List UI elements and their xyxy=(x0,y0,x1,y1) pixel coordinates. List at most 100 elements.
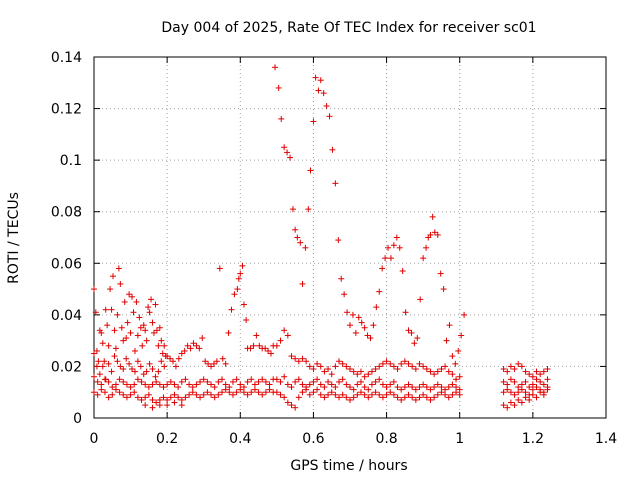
data-point xyxy=(445,368,452,375)
data-point xyxy=(266,386,273,393)
data-point xyxy=(153,399,160,406)
data-point xyxy=(434,368,441,375)
data-point xyxy=(197,394,204,401)
data-point xyxy=(383,384,390,391)
data-point xyxy=(138,378,145,385)
data-point xyxy=(511,391,518,398)
data-point xyxy=(244,378,251,385)
data-point xyxy=(332,363,339,370)
data-point xyxy=(376,288,383,295)
data-point xyxy=(299,389,306,396)
data-point xyxy=(409,384,416,391)
data-point xyxy=(446,322,453,329)
data-point xyxy=(131,389,138,396)
data-point xyxy=(343,363,350,370)
data-point xyxy=(314,376,321,383)
data-point xyxy=(320,90,327,97)
data-point xyxy=(219,389,225,396)
data-point xyxy=(417,296,424,303)
data-point xyxy=(101,376,108,383)
y-tick-label: 0.14 xyxy=(51,50,82,66)
data-point xyxy=(243,317,250,324)
data-point xyxy=(372,366,379,373)
data-point xyxy=(504,381,511,388)
data-point xyxy=(142,402,149,409)
data-point xyxy=(213,358,220,365)
data-point xyxy=(438,366,445,373)
data-point xyxy=(152,373,159,380)
data-point xyxy=(94,378,101,385)
data-point xyxy=(160,394,167,401)
data-point xyxy=(440,286,447,293)
data-point xyxy=(171,399,178,406)
data-point xyxy=(438,389,445,396)
data-point xyxy=(526,371,533,378)
data-point xyxy=(396,244,403,251)
data-point xyxy=(190,340,197,347)
data-point xyxy=(186,381,193,388)
data-point xyxy=(533,376,540,383)
data-point xyxy=(373,304,380,311)
data-point xyxy=(294,234,301,241)
data-point xyxy=(349,311,356,318)
data-point xyxy=(110,273,117,280)
data-point xyxy=(94,391,101,398)
data-point xyxy=(277,378,284,385)
data-point xyxy=(292,378,299,385)
data-point xyxy=(123,381,130,388)
data-point xyxy=(123,394,130,401)
data-point xyxy=(248,389,255,396)
data-point xyxy=(120,391,127,398)
data-point xyxy=(515,384,522,391)
data-point xyxy=(394,366,401,373)
data-point xyxy=(131,368,138,375)
data-point xyxy=(237,381,244,388)
data-point xyxy=(129,293,136,300)
data-point xyxy=(92,309,99,316)
data-point xyxy=(335,237,342,244)
data-point xyxy=(449,381,456,388)
data-point xyxy=(423,394,430,401)
data-point xyxy=(219,355,226,362)
data-point xyxy=(376,376,383,383)
data-point xyxy=(361,373,368,380)
data-point xyxy=(299,280,306,287)
data-point xyxy=(255,389,262,396)
data-point xyxy=(325,391,332,398)
data-point xyxy=(336,394,343,401)
data-point xyxy=(390,391,397,398)
data-point xyxy=(208,381,215,388)
data-point xyxy=(522,394,529,401)
data-point xyxy=(529,381,536,388)
data-point xyxy=(155,342,162,349)
data-point xyxy=(91,389,97,396)
data-point xyxy=(116,376,123,383)
data-point xyxy=(533,368,540,375)
data-point xyxy=(134,332,141,339)
data-point xyxy=(259,391,266,398)
data-point xyxy=(537,389,544,396)
data-point xyxy=(292,226,299,233)
data-point xyxy=(101,358,108,365)
plot-frame xyxy=(93,56,607,419)
data-point xyxy=(453,384,460,391)
data-point xyxy=(91,286,97,293)
data-point xyxy=(112,345,119,352)
data-point xyxy=(442,391,449,398)
data-point xyxy=(222,386,229,393)
data-point xyxy=(101,389,108,396)
data-point xyxy=(390,363,397,370)
data-point xyxy=(445,394,452,401)
data-point xyxy=(131,381,138,388)
y-tick-label: 0.1 xyxy=(60,153,82,169)
data-point xyxy=(202,358,209,365)
data-point xyxy=(240,301,247,308)
data-point xyxy=(281,327,288,334)
data-point xyxy=(507,376,514,383)
data-point xyxy=(288,384,295,391)
data-point xyxy=(115,265,122,272)
data-point xyxy=(412,366,419,373)
data-point xyxy=(367,335,374,342)
data-point xyxy=(133,298,140,305)
data-point xyxy=(299,381,306,388)
